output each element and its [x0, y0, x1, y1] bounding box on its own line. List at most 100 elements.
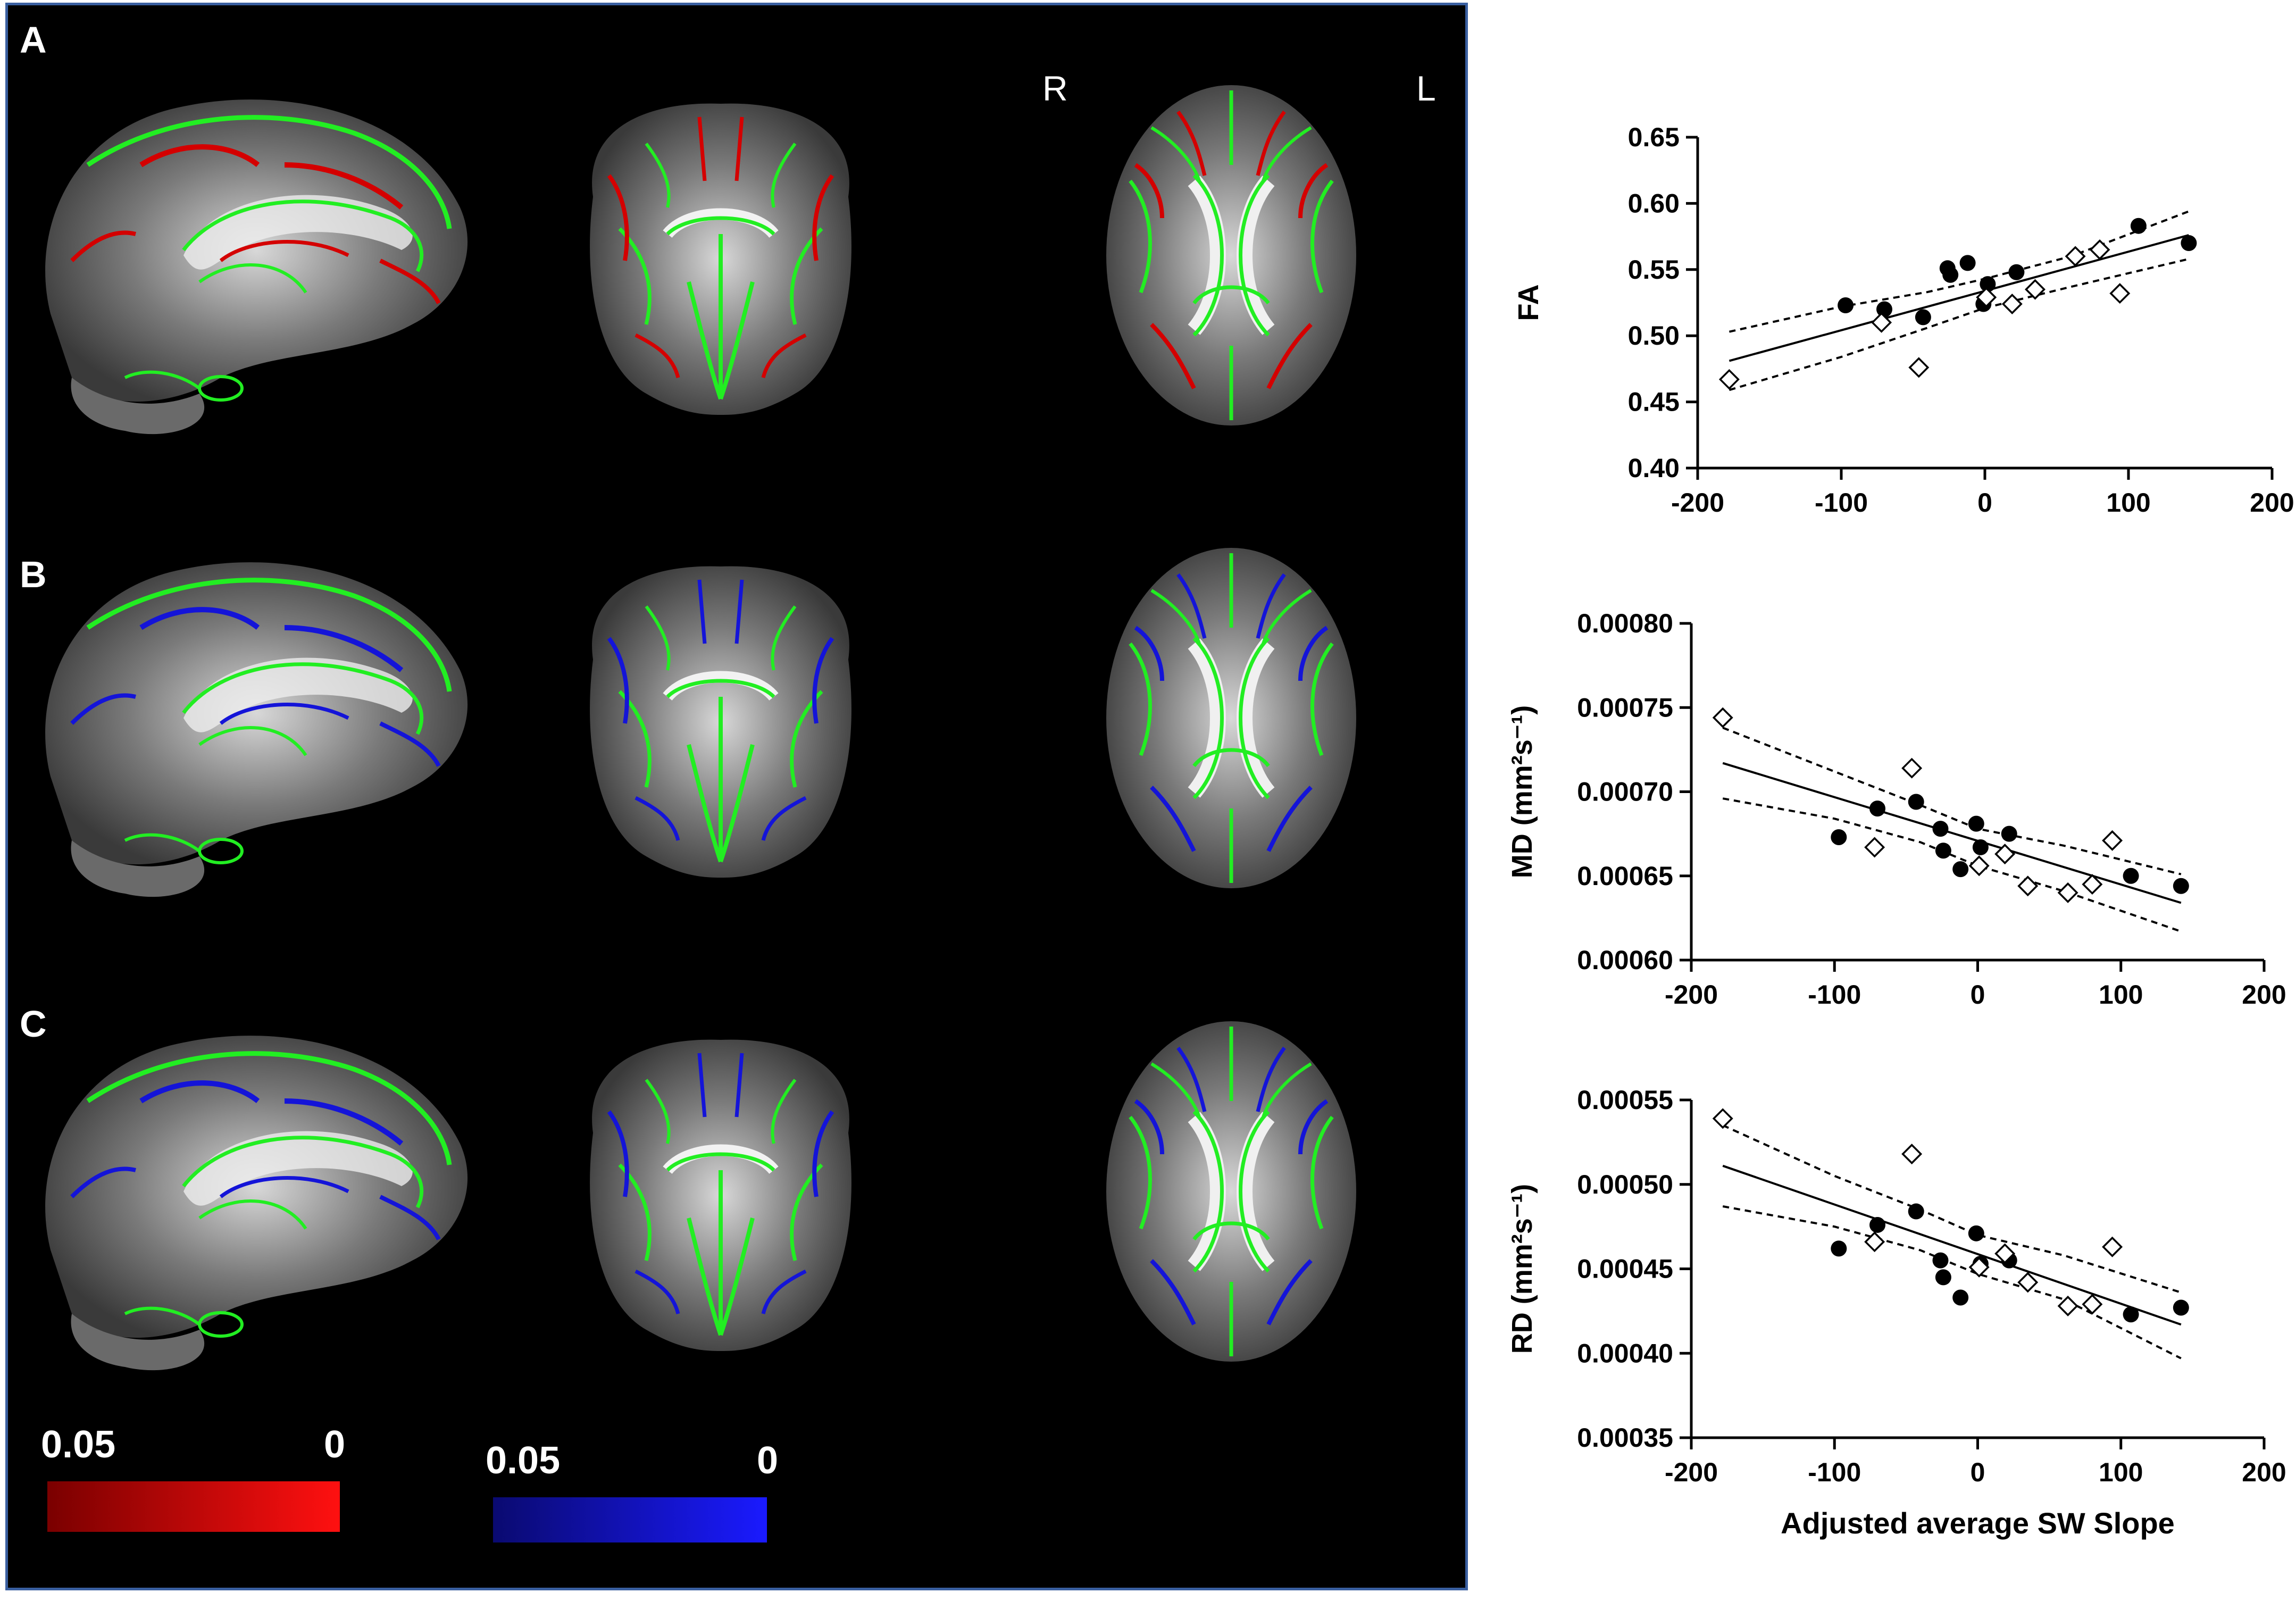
data-point-open [2109, 283, 2131, 304]
x-tick-label: -200 [1665, 1457, 1718, 1487]
data-point-filled [2181, 235, 2197, 252]
y-tick-label: 0.00050 [1577, 1170, 1673, 1199]
orientation-right-label: R [1042, 69, 1068, 108]
data-point-filled [1968, 815, 1984, 832]
y-tick-label: 0.00080 [1577, 608, 1673, 638]
orientation-left-label: L [1416, 69, 1436, 108]
cerebellum [71, 1314, 205, 1371]
regression-line [1722, 762, 2182, 904]
ci-lower-line [1729, 257, 2189, 391]
x-tick-label: 0 [1971, 980, 1985, 1010]
blue-colorbar [493, 1497, 767, 1542]
data-point-open [2082, 874, 2103, 895]
data-point-filled [1952, 861, 1969, 878]
brain-row-c [45, 1021, 1356, 1371]
y-tick-label: 0.40 [1628, 453, 1680, 483]
cerebellum [71, 378, 205, 435]
y-tick-label: 0.00065 [1577, 861, 1673, 891]
data-point-open [1901, 1144, 1923, 1165]
data-point-filled [1942, 266, 1959, 283]
axial-slice [1106, 85, 1356, 426]
cerebellum [71, 840, 205, 897]
data-point-filled [1908, 1203, 1924, 1220]
blue-colorbar-min-label: 0 [757, 1439, 779, 1482]
data-point-filled [1838, 297, 1854, 313]
data-point-open [2057, 882, 2078, 903]
sagittal-slice [45, 99, 468, 402]
data-point-filled [1831, 829, 1847, 845]
x-tick-label: 0 [1977, 488, 1992, 518]
data-point-filled [1935, 843, 1951, 859]
data-point-open [1712, 1108, 1733, 1129]
data-point-filled [1959, 255, 1976, 271]
data-point-open [2017, 1272, 2039, 1293]
data-point-open [2001, 294, 2023, 314]
data-point-filled [1915, 309, 1931, 326]
regression-line [1722, 1164, 2182, 1326]
sagittal-slice [45, 562, 468, 864]
panel-label-c: C [20, 1003, 47, 1045]
data-point-filled [1932, 1252, 1949, 1269]
tbss-figure-panel: A B C R L 0.05 0 0.05 0 [5, 3, 1468, 1590]
x-tick-label: -200 [1671, 488, 1724, 518]
y-tick-label: 0.55 [1628, 255, 1680, 285]
y-tick-label: 0.00060 [1577, 945, 1673, 975]
x-axis-label: Adjusted average SW Slope [1781, 1506, 2175, 1540]
data-point-open [1994, 1243, 2016, 1264]
data-point-open [1994, 844, 2016, 865]
data-point-open [1901, 757, 1923, 779]
x-tick-label: -200 [1665, 980, 1718, 1010]
chart-3: 0.00035 0.00040 0.00045 0.00050 0.00055 -200 -… [1506, 1085, 2286, 1540]
x-tick-label: 100 [2099, 1457, 2143, 1487]
data-point-filled [2173, 1299, 2189, 1316]
data-point-filled [2123, 1306, 2139, 1323]
data-point-open [1864, 1231, 1885, 1253]
data-point-open [2102, 830, 2123, 851]
panel-label-a: A [20, 19, 47, 61]
ci-upper-line [1722, 727, 2182, 875]
corpus-callosum [183, 1131, 413, 1206]
x-tick-label: 0 [1971, 1457, 1985, 1487]
data-point-filled [1908, 794, 1924, 810]
data-point-filled [1876, 301, 1892, 318]
data-point-filled [1869, 1216, 1886, 1233]
blue-colorbar-max-label: 0.05 [486, 1439, 561, 1482]
y-tick-label: 0.65 [1628, 122, 1680, 152]
y-axis-label: MD (mm²s⁻¹) [1506, 705, 1538, 878]
data-point-open [2025, 279, 2045, 300]
data-point-open [1712, 707, 1733, 728]
data-point-filled [1968, 1225, 1984, 1241]
data-point-open [2057, 1295, 2078, 1316]
corpus-callosum [183, 657, 413, 732]
red-colorbar [47, 1481, 340, 1532]
y-tick-label: 0.00055 [1577, 1085, 1673, 1115]
data-point-filled [1972, 839, 1989, 855]
axial-slice [1106, 548, 1356, 888]
data-point-filled [1952, 1289, 1969, 1306]
data-point-open [2082, 1294, 2103, 1315]
data-point-open [2089, 239, 2110, 260]
y-tick-label: 0.00070 [1577, 777, 1673, 807]
x-tick-label: -100 [1808, 980, 1861, 1010]
y-tick-label: 0.00035 [1577, 1423, 1673, 1453]
y-axis-label: RD (mm²s⁻¹) [1506, 1184, 1538, 1354]
data-point-filled [1932, 821, 1949, 837]
data-point-open [2065, 246, 2086, 267]
x-tick-label: 200 [2242, 1457, 2286, 1487]
red-colorbar-max-label: 0.05 [41, 1423, 116, 1466]
y-tick-label: 0.45 [1628, 387, 1680, 417]
ci-lower-line [1722, 797, 2182, 933]
brain-row-a [45, 85, 1356, 435]
chart-2: 0.00060 0.00065 0.00070 0.00075 0.00080 -200 -… [1506, 608, 2286, 1010]
red-colorbar-min-label: 0 [324, 1423, 346, 1466]
data-point-open [1968, 855, 1990, 877]
x-tick-label: 100 [2106, 488, 2150, 518]
data-point-open [1976, 287, 1997, 308]
y-tick-label: 0.00040 [1577, 1338, 1673, 1368]
data-point-filled [2130, 218, 2147, 234]
ci-lower-line [1722, 1205, 2182, 1360]
data-point-open [1908, 357, 1930, 378]
ci-upper-line [1722, 1124, 2182, 1294]
y-tick-label: 0.60 [1628, 188, 1680, 218]
chart-1: 0.40 0.45 0.50 0.55 0.60 0.65 -200 -100 0 100 200 F… [1513, 122, 2294, 518]
